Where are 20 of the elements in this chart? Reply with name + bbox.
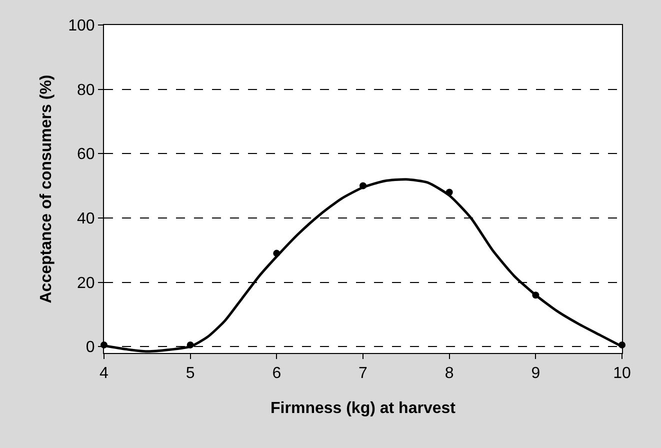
x-axis-title: Firmness (kg) at harvest bbox=[270, 400, 456, 417]
y-tick-label: 80 bbox=[77, 82, 95, 99]
y-tick-label: 100 bbox=[68, 18, 95, 35]
x-tick-label: 10 bbox=[613, 365, 631, 382]
x-tick-label: 5 bbox=[186, 365, 195, 382]
x-tick-label: 8 bbox=[444, 365, 454, 382]
point bbox=[532, 292, 540, 299]
y-tick-label: 60 bbox=[77, 146, 95, 164]
x-tick-label: 4 bbox=[100, 365, 109, 382]
y-tick-label: 20 bbox=[77, 274, 95, 292]
y-tick-label: 40 bbox=[77, 210, 95, 228]
point bbox=[186, 341, 194, 348]
point bbox=[360, 182, 366, 190]
point bbox=[446, 188, 453, 196]
x-tick-label: 7 bbox=[358, 365, 368, 382]
y-axis-title: Acceptance of consumers (%) bbox=[38, 74, 55, 304]
y-tick-label: 0 bbox=[86, 339, 95, 356]
x-tick-label: 6 bbox=[272, 365, 282, 382]
point bbox=[273, 250, 280, 257]
x-tick-label: 9 bbox=[531, 365, 540, 382]
